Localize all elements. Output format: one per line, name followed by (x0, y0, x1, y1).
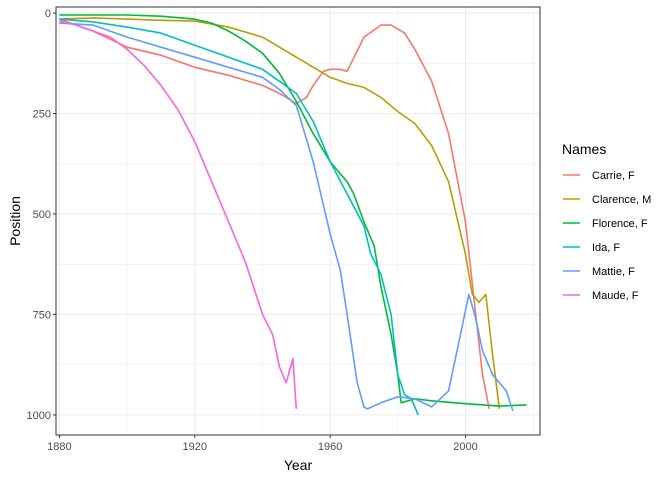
plot-panel (56, 7, 540, 435)
x-tick-label: 1920 (183, 441, 207, 453)
legend-label: Clarence, M (592, 194, 651, 206)
plot-border (55, 6, 541, 436)
y-axis-title: Position (7, 196, 23, 246)
legend-label: Mattie, F (592, 266, 635, 278)
y-tick-label: 250 (33, 108, 51, 120)
y-axis-ticks: 0 250 500 750 1000 (27, 8, 56, 422)
legend-label: Ida, F (592, 242, 620, 254)
y-tick-label: 500 (33, 209, 51, 221)
grid-minor (56, 7, 540, 435)
legend: Names Carrie, F Clarence, M Florence, F Ida… (562, 141, 651, 302)
legend-item: Carrie, F (563, 170, 635, 182)
x-axis-title: Year (284, 457, 313, 473)
legend-items: Carrie, F Clarence, M Florence, F Ida, F Mat… (563, 170, 651, 302)
legend-item: Maude, F (563, 290, 639, 302)
y-tick-label: 750 (33, 309, 51, 321)
legend-label: Florence, F (592, 218, 648, 230)
series-line-mattie-f (59, 22, 514, 412)
legend-item: Clarence, M (563, 194, 651, 206)
x-tick-label: 2000 (453, 441, 477, 453)
x-tick-label: 1960 (318, 441, 342, 453)
legend-title: Names (562, 141, 606, 157)
legend-item: Mattie, F (563, 266, 635, 278)
series-line-clarence-m (59, 17, 501, 409)
series-line-maude-f (59, 20, 298, 409)
y-tick-label: 1000 (27, 410, 51, 422)
series-lines (59, 14, 527, 416)
series-line-carrie-f (59, 18, 490, 410)
series-line-florence-f (59, 14, 527, 407)
y-tick-label: 0 (45, 8, 51, 20)
legend-label: Maude, F (592, 290, 639, 302)
legend-label: Carrie, F (592, 170, 635, 182)
legend-item: Florence, F (563, 218, 648, 230)
legend-item: Ida, F (563, 242, 620, 254)
series-line-ida-f (59, 18, 419, 416)
x-tick-label: 1880 (47, 441, 71, 453)
x-axis-ticks: 1880 1920 1960 2000 (47, 435, 478, 453)
